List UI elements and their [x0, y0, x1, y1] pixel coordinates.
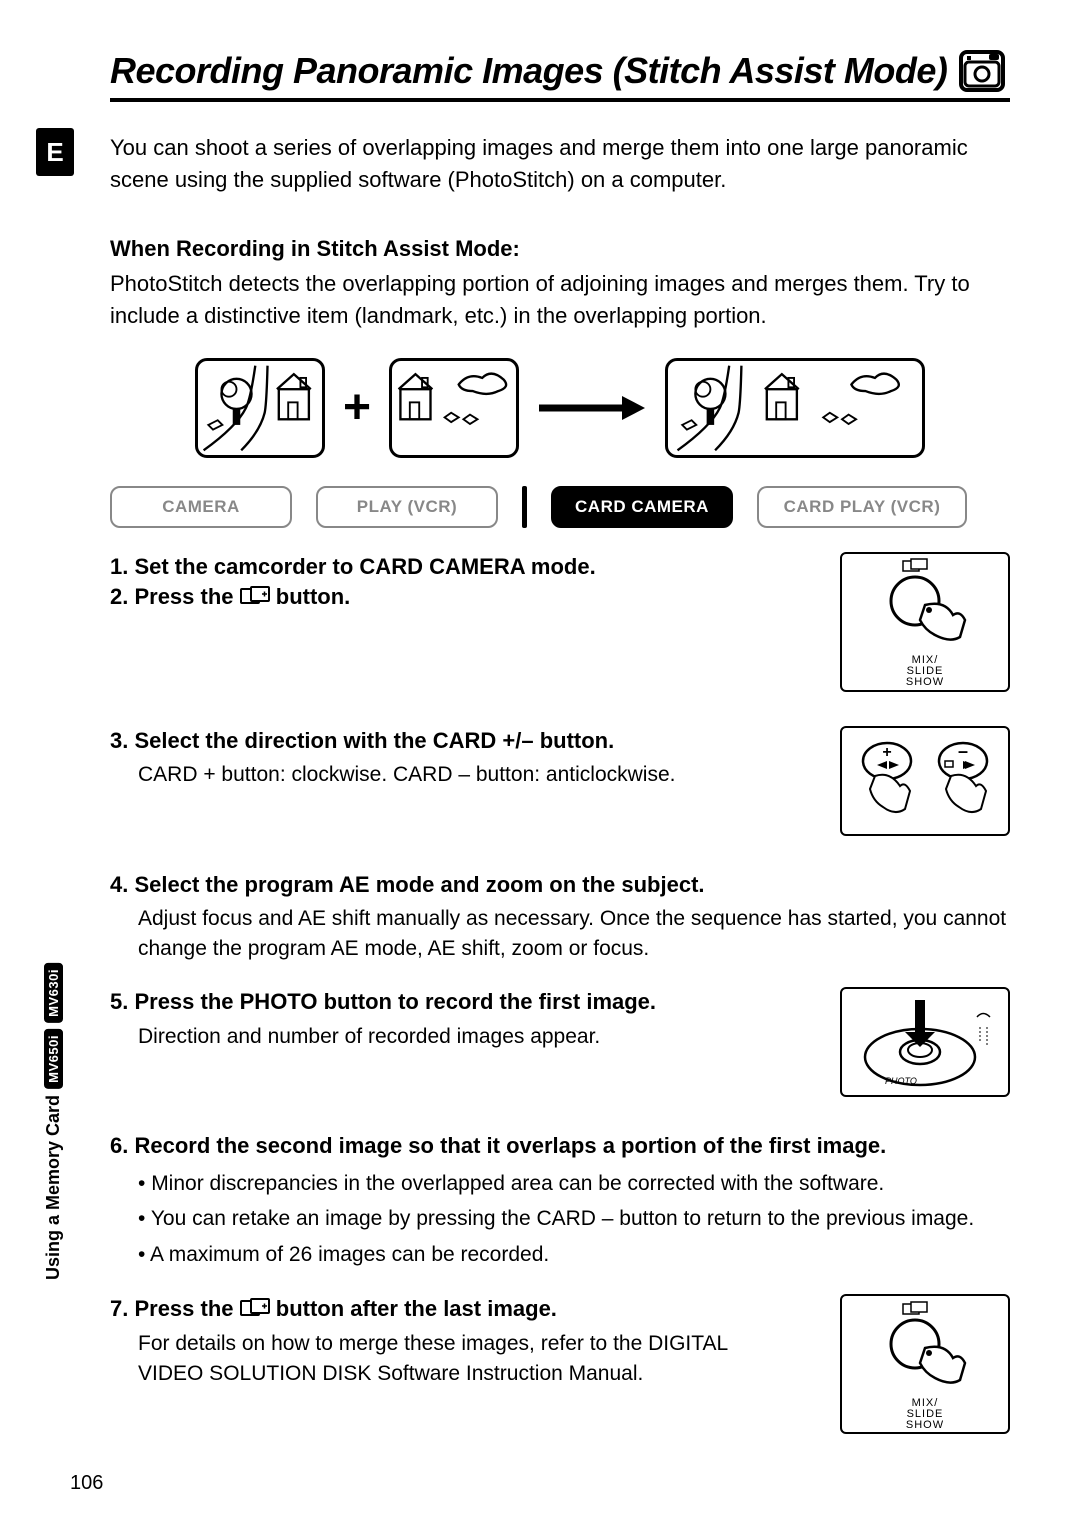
svg-text:+: + [882, 744, 891, 761]
language-tab: E [36, 128, 74, 176]
step-7: 7. Press the button after the last image… [110, 1294, 1010, 1444]
step-6: 6. Record the second image so that it ov… [110, 1131, 1010, 1270]
step-5: 5. Press the PHOTO button to record the … [110, 987, 1010, 1107]
show-text: SHOW [906, 677, 944, 688]
step-7-text-a: 7. Press the [110, 1296, 240, 1321]
section-body: PhotoStitch detects the overlapping port… [110, 268, 1010, 332]
plus-icon: + [343, 380, 371, 435]
step-4-head: 4. Select the program AE mode and zoom o… [110, 870, 1010, 901]
illustration-card-buttons: + – [840, 726, 1010, 836]
illustration-mix-button-1: MIX/ SLIDE SHOW [840, 552, 1010, 692]
step-6-bullet-2: You can retake an image by pressing the … [138, 1203, 1010, 1235]
step-7-body: For details on how to merge these images… [138, 1329, 738, 1388]
step-2-text-a: 2. Press the [110, 584, 240, 609]
show-text-2: SHOW [906, 1420, 944, 1431]
page-number: 106 [70, 1472, 103, 1495]
arrow-icon [537, 393, 647, 423]
stitch-frame-left [195, 358, 325, 458]
step-7-text-b: button after the last image. [276, 1296, 557, 1321]
illustration-photo-button: PHOTO [840, 987, 1010, 1097]
step-2-text-b: button. [276, 584, 351, 609]
mode-selector-row: CAMERA PLAY (VCR) CARD CAMERA CARD PLAY … [110, 486, 1010, 528]
camera-icon [959, 50, 1005, 92]
section-heading: When Recording in Stitch Assist Mode: [110, 236, 1010, 262]
mode-card-play-vcr: CARD PLAY (VCR) [757, 486, 967, 528]
step-4-body: Adjust focus and AE shift manually as ne… [138, 904, 1010, 963]
side-chapter-text: Using a Memory Card [43, 1095, 64, 1280]
stitch-button-icon-2 [240, 1298, 270, 1318]
mix-label-2: MIX/ SLIDE SHOW [906, 1398, 944, 1431]
side-section-label: Using a Memory Card MV650i MV630i [36, 920, 70, 1280]
step-3: 3. Select the direction with the CARD +/… [110, 726, 1010, 846]
illustration-mix-button-2: MIX/ SLIDE SHOW [840, 1294, 1010, 1434]
mode-play-vcr: PLAY (VCR) [316, 486, 498, 528]
mode-camera: CAMERA [110, 486, 292, 528]
svg-text:PHOTO: PHOTO [885, 1076, 917, 1086]
step-1-2: 1. Set the camcorder to CARD CAMERA mode… [110, 552, 1010, 702]
step-4: 4. Select the program AE mode and zoom o… [110, 870, 1010, 964]
step-6-head: 6. Record the second image so that it ov… [110, 1131, 1010, 1162]
model-tag-1: MV650i [44, 1029, 63, 1089]
stitch-button-icon [240, 586, 270, 606]
stitch-diagram: + [110, 358, 1010, 458]
step-6-bullet-1: Minor discrepancies in the overlapped ar… [138, 1168, 1010, 1200]
step-6-bullet-3: A maximum of 26 images can be recorded. [138, 1239, 1010, 1271]
page-title-row: Recording Panoramic Images (Stitch Assis… [110, 50, 1010, 102]
stitch-frame-result [665, 358, 925, 458]
steps-list: 1. Set the camcorder to CARD CAMERA mode… [110, 552, 1010, 1445]
mix-label-1: MIX/ SLIDE SHOW [906, 655, 944, 688]
stitch-frame-right [389, 358, 519, 458]
step-6-bullets: Minor discrepancies in the overlapped ar… [138, 1168, 1010, 1271]
page-title: Recording Panoramic Images (Stitch Assis… [110, 50, 947, 92]
mode-divider [522, 486, 527, 528]
model-tag-2: MV630i [44, 963, 63, 1023]
mode-card-camera: CARD CAMERA [551, 486, 733, 528]
intro-paragraph: You can shoot a series of overlapping im… [110, 132, 1010, 196]
svg-text:–: – [958, 741, 968, 761]
